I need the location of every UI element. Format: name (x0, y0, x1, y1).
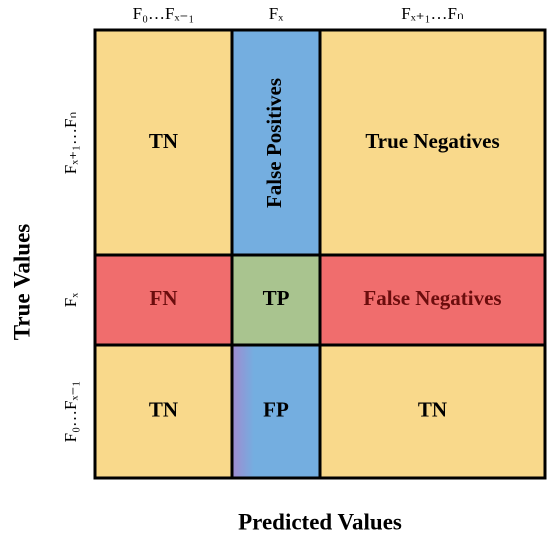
cell-tn (318, 28, 547, 257)
cell-label: TN (149, 397, 178, 421)
column-header: Fₓ (269, 4, 283, 23)
cell-label: FP (263, 397, 289, 421)
cell-tn (318, 343, 547, 480)
cell-label: True Negatives (365, 129, 499, 153)
row-header: Fₓ₊₁…Fₙ (61, 112, 80, 175)
cell-tn (93, 28, 234, 257)
cell-label: FN (150, 286, 178, 310)
row-header: F₀…Fₓ₋₁ (61, 381, 80, 443)
x-axis-label: Predicted Values (238, 509, 402, 534)
cell-tn (93, 343, 234, 480)
cell-label: False Positives (262, 78, 286, 208)
cell-label: TP (263, 286, 290, 310)
cell-fn (318, 253, 547, 347)
cell-label: TN (149, 129, 178, 153)
cell-fp (230, 28, 322, 257)
cell-fp (230, 343, 322, 480)
column-header: Fₓ₊₁…Fₙ (401, 4, 464, 23)
row-header: Fₓ (61, 293, 80, 307)
column-header: F₀…Fₓ₋₁ (133, 4, 195, 23)
y-axis-label: True Values (9, 224, 34, 341)
cell-label: False Negatives (363, 286, 501, 310)
cell-label: TN (418, 397, 447, 421)
